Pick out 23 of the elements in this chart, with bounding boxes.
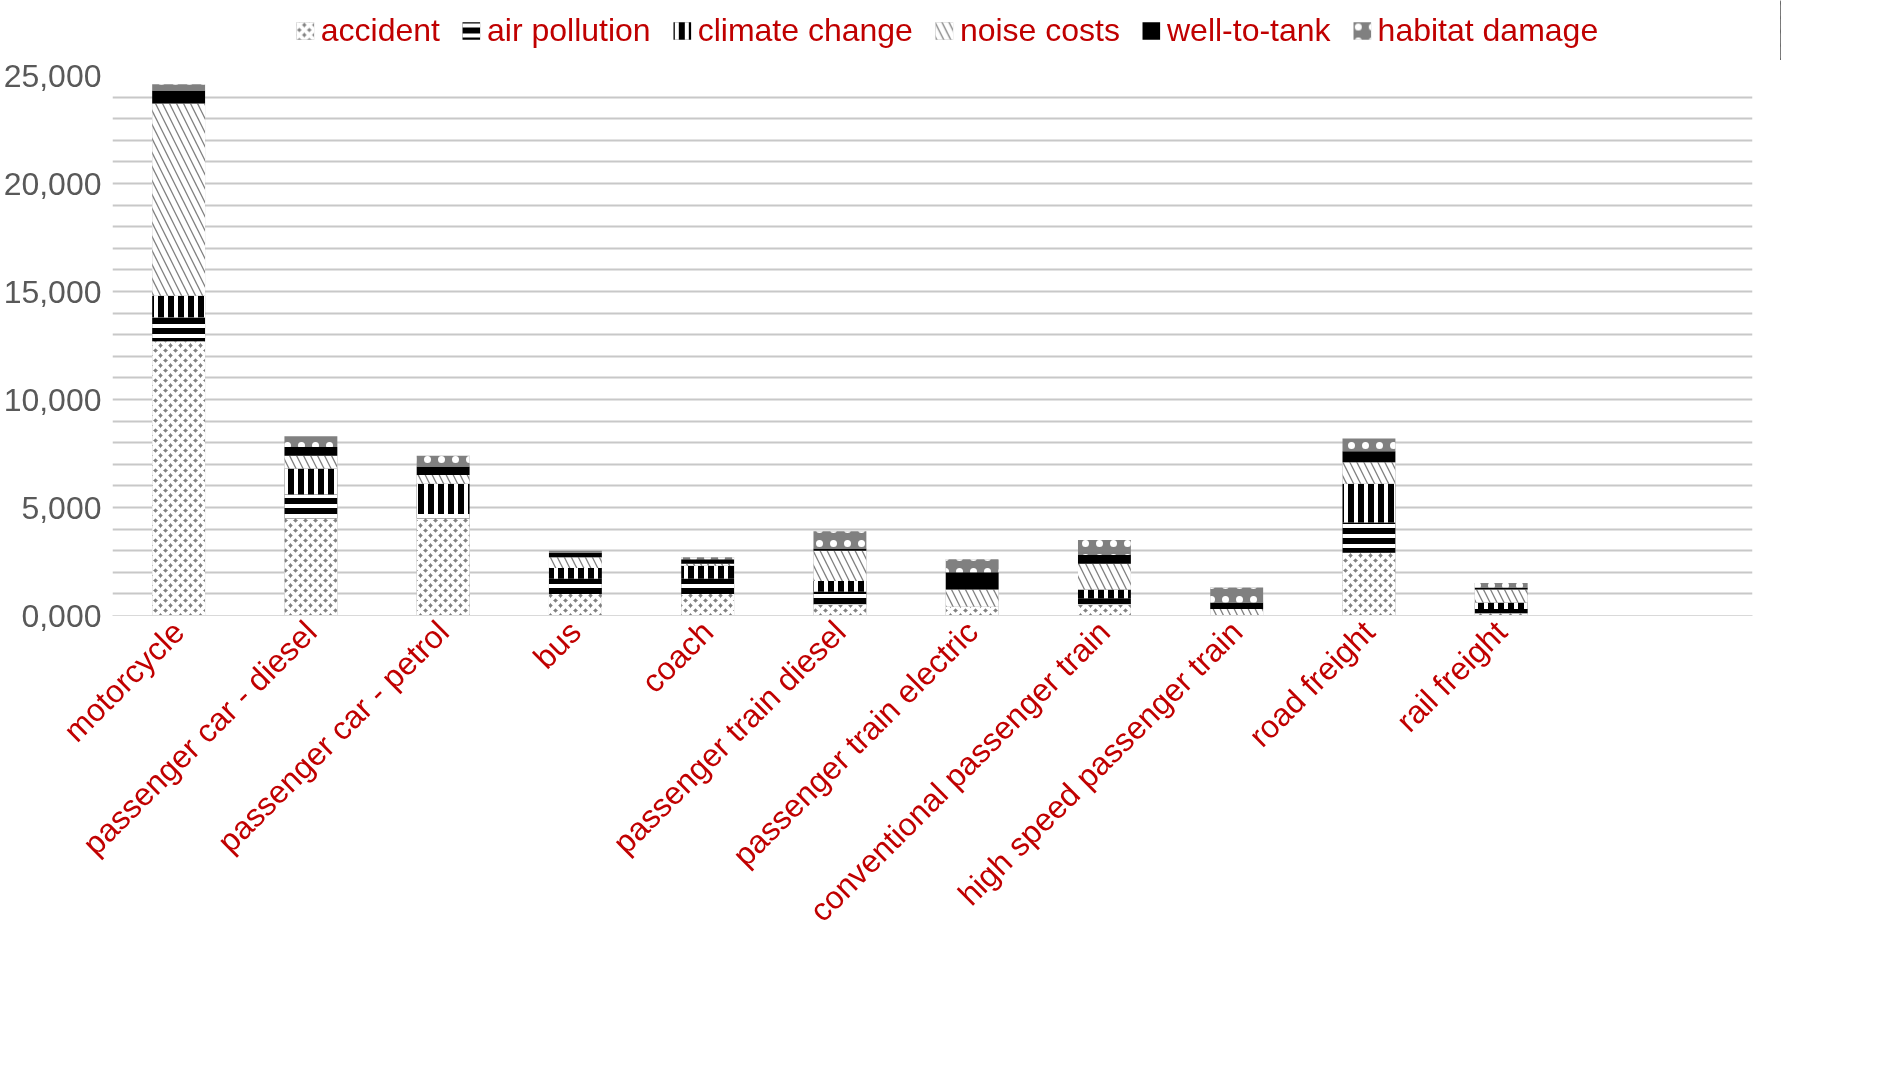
bar: [1077, 555, 1131, 564]
bar: [945, 572, 999, 590]
legend-label: noise costs: [959, 11, 1120, 49]
bar: [284, 447, 338, 456]
y-tick-label: 20,000: [3, 165, 102, 202]
legend-label: well-to-tank: [1166, 11, 1331, 49]
bar: [152, 90, 206, 104]
bar: [681, 559, 735, 564]
bar: [1210, 602, 1264, 610]
bar: [1342, 451, 1396, 463]
bar: [548, 552, 602, 558]
legend-label: habitat damage: [1377, 11, 1599, 49]
bar: [416, 466, 470, 476]
y-tick-label: 15,000: [3, 273, 102, 310]
bar: [1474, 587, 1528, 590]
bar: [813, 548, 867, 551]
y-tick-label: 10,000: [3, 381, 102, 418]
legend-label: climate change: [697, 11, 913, 49]
y-tick-label: 5,000: [21, 489, 102, 526]
x-tick-label: bus: [526, 613, 589, 676]
legend-label: air pollution: [487, 11, 651, 49]
y-tick-label: 25,000: [3, 57, 102, 94]
legend-label: accident: [320, 11, 440, 49]
